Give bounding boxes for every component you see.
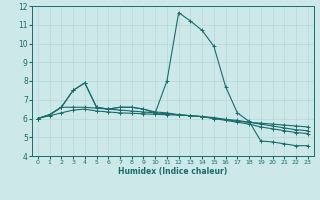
X-axis label: Humidex (Indice chaleur): Humidex (Indice chaleur)	[118, 167, 228, 176]
